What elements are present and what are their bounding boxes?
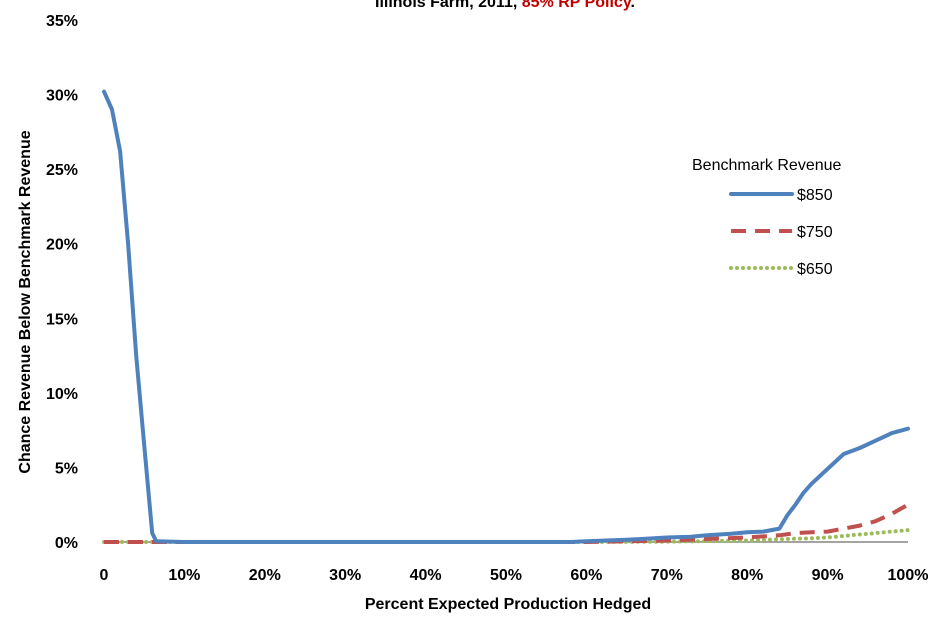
- y-tick-label: 25%: [46, 162, 78, 179]
- series-line: [104, 502, 909, 544]
- x-axis-label: Percent Expected Production Hedged: [365, 596, 651, 613]
- legend-label: $650: [797, 261, 833, 278]
- series-line: [102, 89, 910, 544]
- chart-title-prefix: Illinois Farm, 2011,: [375, 0, 522, 11]
- y-tick-label: 30%: [46, 88, 78, 105]
- chart-title-highlight: 85% RP Policy: [522, 0, 632, 11]
- x-tick-label: 70%: [651, 567, 683, 584]
- legend-label: $850: [797, 187, 833, 204]
- y-tick-label: 5%: [55, 460, 78, 477]
- x-tick-label: 50%: [490, 567, 522, 584]
- x-tick-label: 10%: [168, 567, 200, 584]
- legend-title: Benchmark Revenue: [692, 157, 842, 174]
- x-tick-label: 0: [100, 567, 109, 584]
- series-layer: [102, 89, 910, 544]
- x-tick-label: 90%: [812, 567, 844, 584]
- x-axis-ticks: 0 10% 20% 30% 40% 50% 60% 70% 80% 90% 100%: [100, 567, 929, 584]
- x-tick-label: 20%: [249, 567, 281, 584]
- y-tick-label: 15%: [46, 311, 78, 328]
- y-tick-label: 35%: [46, 13, 78, 30]
- legend: Benchmark Revenue $850 $750 $650: [692, 157, 842, 278]
- x-tick-label: 100%: [888, 567, 929, 584]
- x-tick-label: 80%: [731, 567, 763, 584]
- y-axis-ticks: 0% 5% 10% 15% 20% 25% 30% 35%: [46, 13, 78, 552]
- chart-title-suffix: .: [631, 0, 635, 11]
- legend-label: $750: [797, 224, 833, 241]
- x-tick-label: 40%: [410, 567, 442, 584]
- y-tick-label: 0%: [55, 535, 78, 552]
- x-tick-label: 30%: [329, 567, 361, 584]
- y-tick-label: 20%: [46, 237, 78, 254]
- chart-title: Illinois Farm, 2011, 85% RP Policy.: [375, 0, 635, 11]
- y-tick-label: 10%: [46, 386, 78, 403]
- legend-items: $850 $750 $650: [729, 187, 833, 278]
- x-tick-label: 60%: [570, 567, 602, 584]
- y-axis-label: Chance Revenue Below Benchmark Revenue: [17, 130, 34, 473]
